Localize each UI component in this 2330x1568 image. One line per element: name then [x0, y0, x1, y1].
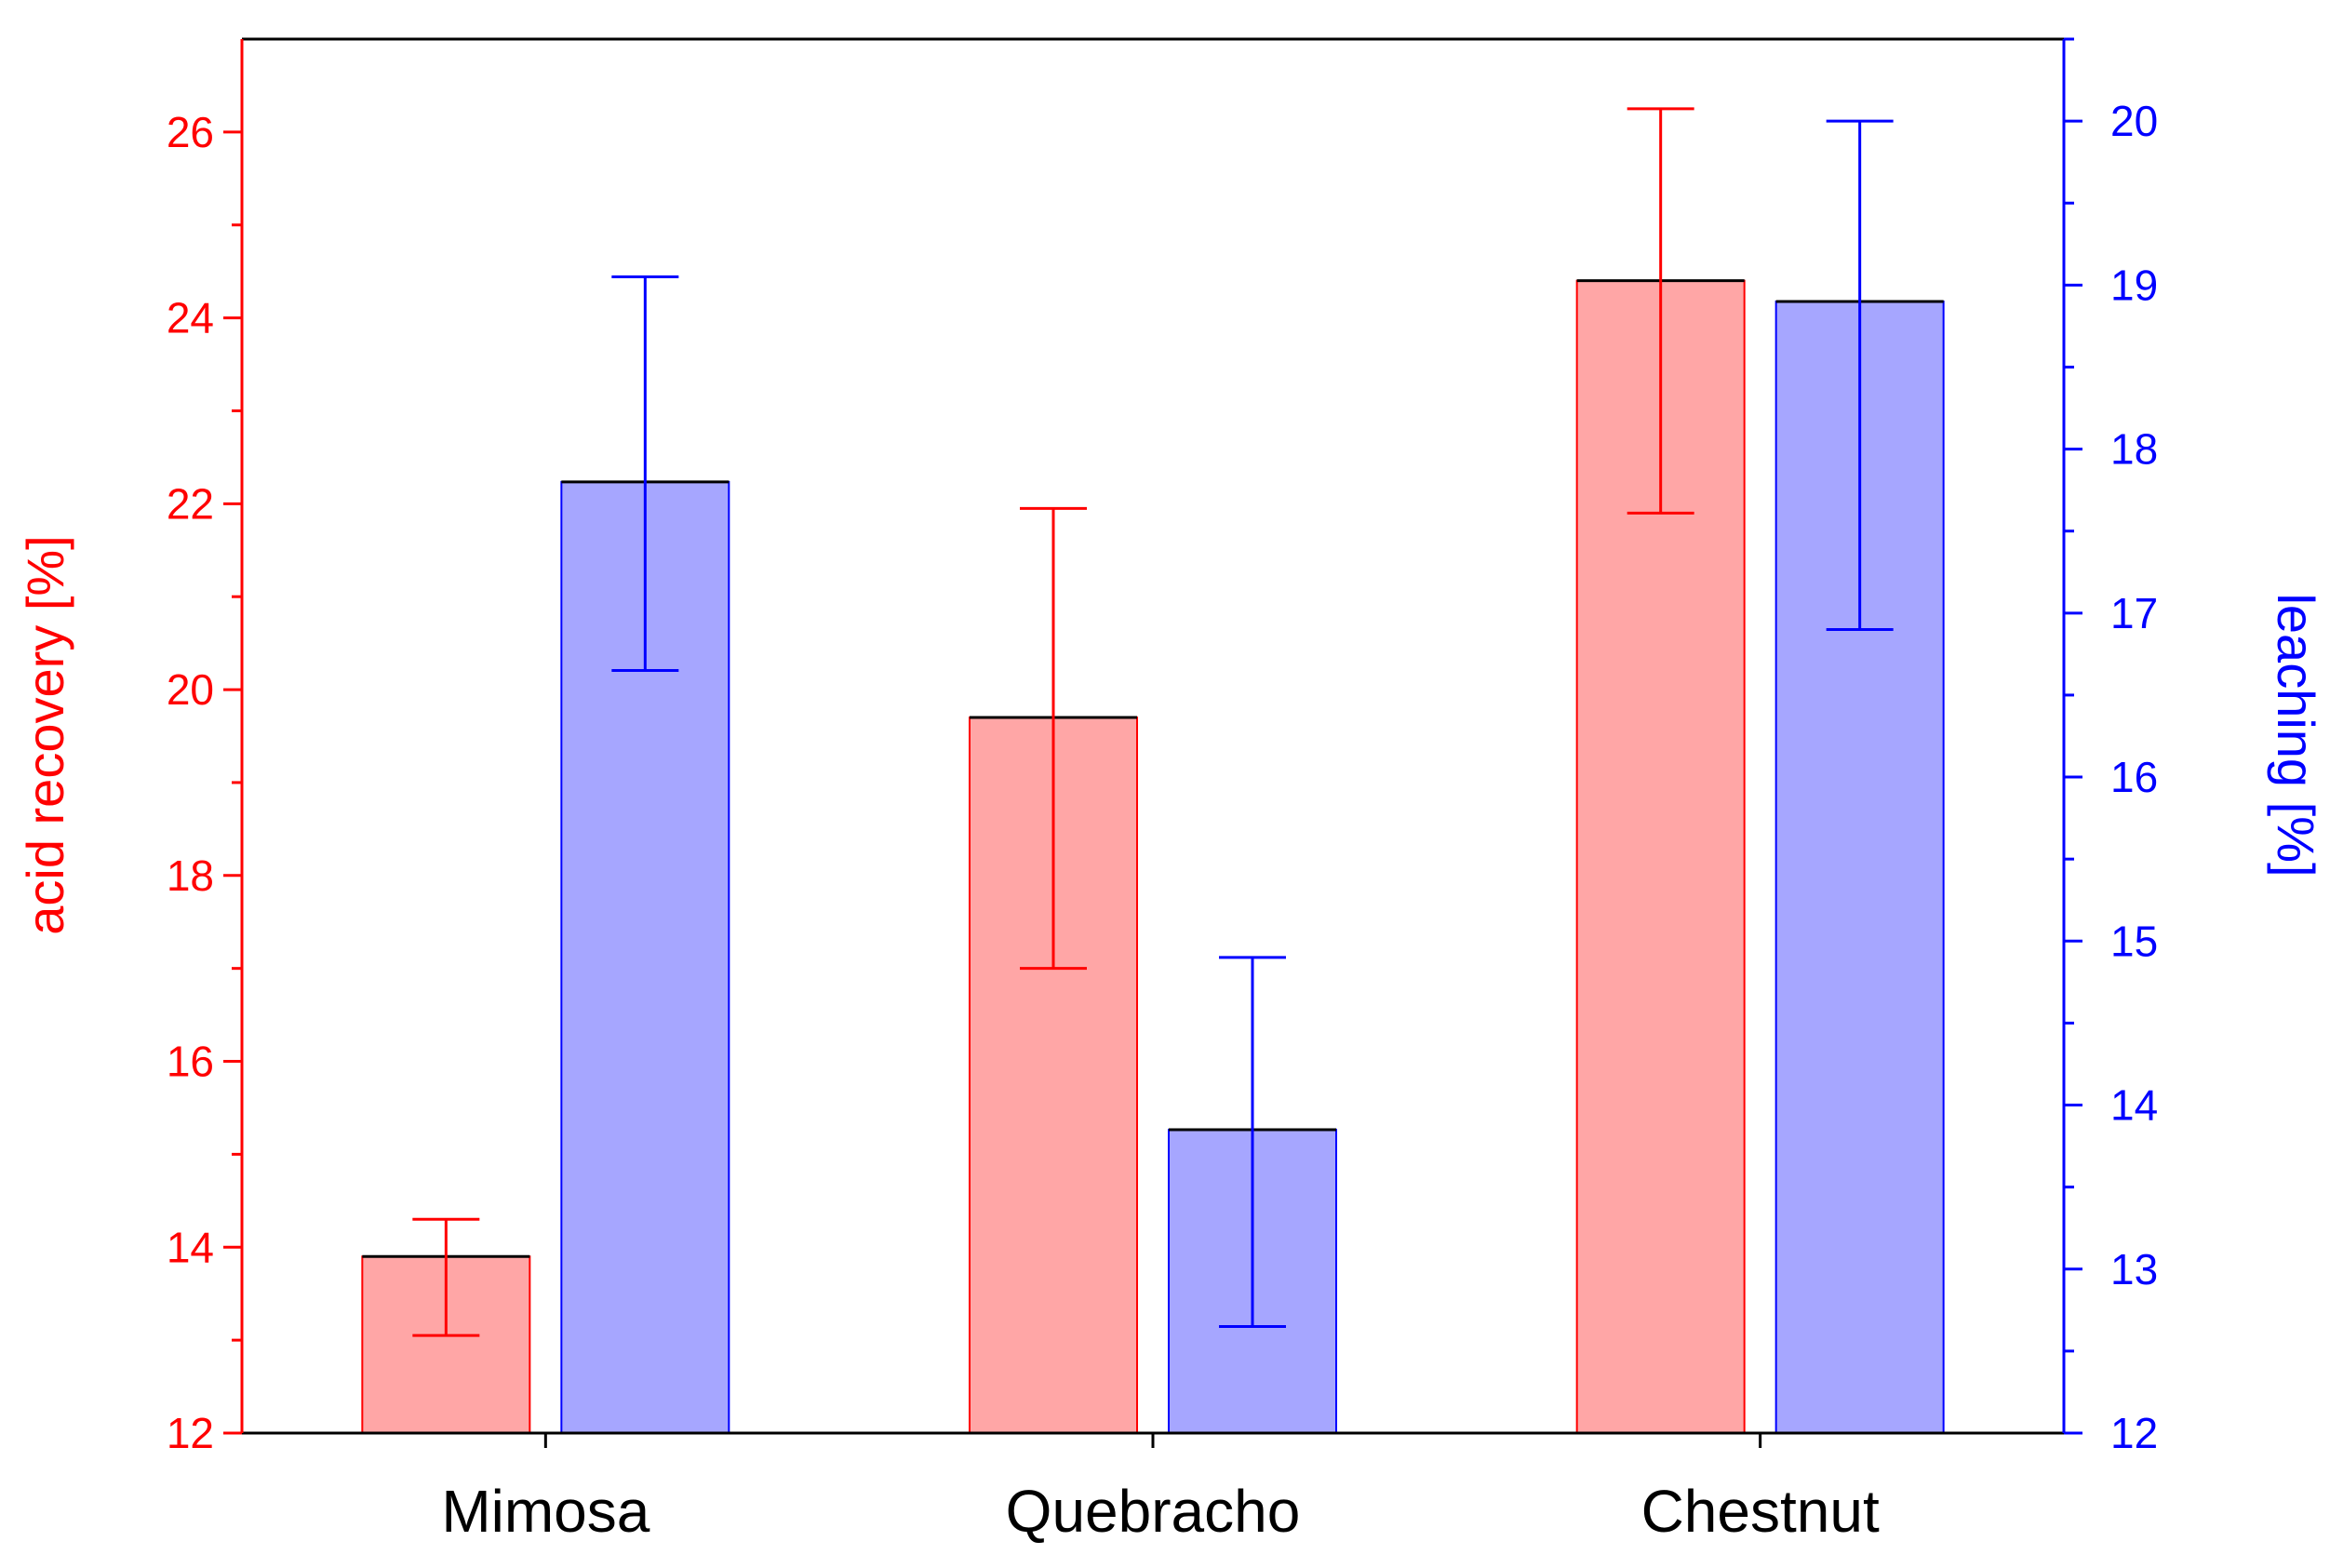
left-tick-label: 20: [167, 665, 214, 714]
bars-layer: [361, 279, 1945, 1435]
right-tick-label: 14: [2110, 1081, 2158, 1130]
left-axis-title: acid recovery [%]: [16, 535, 74, 935]
right-tick-label: 15: [2110, 917, 2158, 965]
x-tick-label-quebracho: Quebracho: [1006, 1478, 1301, 1545]
left-tick-label: 22: [167, 479, 214, 528]
right-tick-label: 16: [2110, 753, 2158, 801]
error-bars-layer: [412, 107, 1894, 1337]
right-tick-label: 19: [2110, 261, 2158, 309]
left-tick-label: 12: [167, 1409, 214, 1457]
right-tick-label: 13: [2110, 1245, 2158, 1293]
right-tick-label: 17: [2110, 589, 2158, 637]
left-tick-label: 18: [167, 851, 214, 900]
right-axis-title: leaching [%]: [2267, 593, 2325, 877]
right-tick-label: 18: [2110, 425, 2158, 474]
right-tick-label: 12: [2110, 1409, 2158, 1457]
left-tick-label: 24: [167, 294, 214, 342]
right-tick-label: 20: [2110, 97, 2158, 145]
x-tick-label-chestnut: Chestnut: [1641, 1478, 1880, 1545]
left-tick-label: 14: [167, 1223, 214, 1271]
left-tick-label: 26: [167, 108, 214, 156]
x-tick-label-mimosa: Mimosa: [441, 1478, 649, 1545]
left-tick-label: 16: [167, 1038, 214, 1086]
axes-layer: Mimosa Quebracho Chestnut 12 14 16 18 20 22 24 26 1…: [167, 37, 2158, 1545]
